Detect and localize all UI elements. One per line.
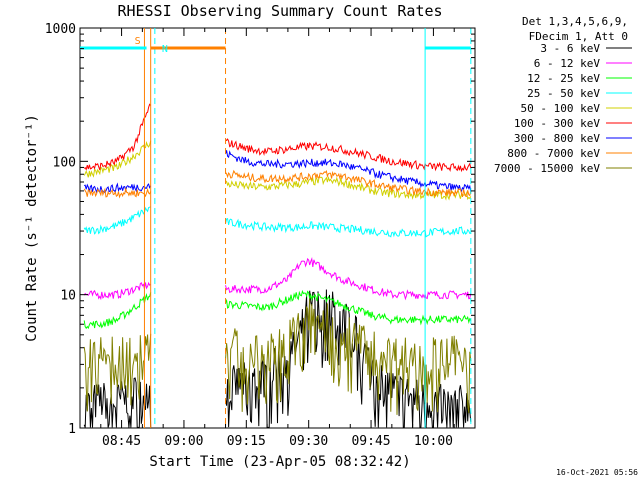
series-800to7000keV [83,169,472,199]
chart-title: RHESSI Observing Summary Count Rates [117,2,442,20]
legend-header: Det 1,3,4,5,6,9, [522,15,628,28]
series-300to800keV [84,150,472,195]
series-line [83,281,151,301]
y-tick-label: 10 [60,289,76,304]
legend-label: 25 - 50 keV [527,87,600,100]
series-line [83,292,152,330]
legend-label: 6 - 12 keV [534,57,601,70]
series-25to50keV [83,206,471,238]
saa-flag-label: S [135,36,141,47]
legend-label: 50 - 100 keV [521,102,601,115]
series-line [225,298,472,415]
legend-label: 12 - 25 keV [527,72,600,85]
series-line [83,206,151,235]
y-tick-label: 100 [53,155,76,170]
series-7000to15000keV [83,298,472,415]
x-axis-label: Start Time (23-Apr-05 08:32:42) [149,454,410,470]
y-axis-label: Count Rate (s⁻¹ detector⁻¹) [24,114,40,342]
y-axis: 1 10 100 1000 [45,22,475,437]
series-3to6keV [83,289,472,428]
x-tick-label: 09:15 [227,434,266,449]
series-line [225,256,472,301]
x-tick-label: 09:45 [351,434,390,449]
x-tick-label: 09:30 [289,434,328,449]
series-line [225,289,472,326]
x-tick-label: 08:45 [102,434,141,449]
legend-label: 3 - 6 keV [540,42,600,55]
series-line [225,138,472,173]
night-flag-label: N [162,44,168,55]
series-12to25keV [83,289,472,330]
series-line [83,333,152,412]
series-line [84,182,152,195]
series-6to12keV [83,256,472,301]
series-line [83,103,152,171]
legend: Det 1,3,4,5,6,9, FDecim 1, Att 03 - 6 keV… [494,15,632,175]
legend-label: 7000 - 15000 keV [494,162,600,175]
series-line [225,169,472,198]
x-tick-label: 09:00 [164,434,203,449]
plot-area: SN [79,27,476,429]
y-tick-label: 1 [68,422,76,437]
legend-label: 300 - 800 keV [514,132,600,145]
x-axis: 08:45 09:00 09:15 09:30 09:45 10:00 [100,28,455,449]
legend-header: FDecim 1, Att 0 [529,30,628,43]
legend-label: 100 - 300 keV [514,117,600,130]
series-line [83,186,152,199]
footer-timestamp: 16-Oct-2021 05:56 [556,468,638,477]
series-line [83,140,152,178]
x-tick-label: 10:00 [414,434,453,449]
series-line [225,175,472,201]
series-line [225,150,472,193]
y-tick-label: 1000 [45,22,76,37]
legend-label: 800 - 7000 keV [507,147,600,160]
series-line [225,218,471,238]
series-100to300keV [83,103,472,173]
plot-frame [79,27,476,429]
